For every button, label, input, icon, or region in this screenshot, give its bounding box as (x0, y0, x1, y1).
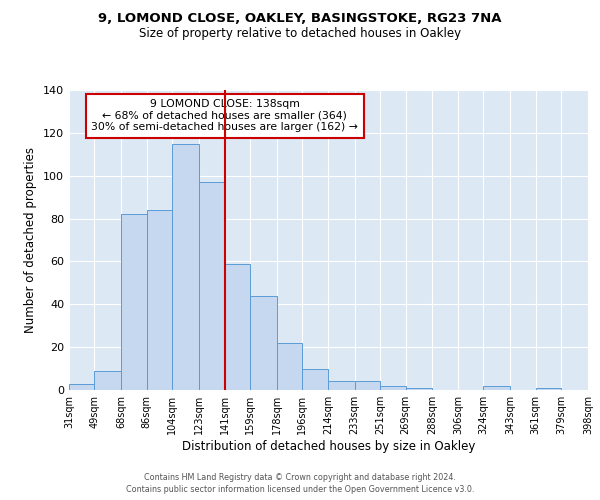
Y-axis label: Number of detached properties: Number of detached properties (25, 147, 37, 333)
Bar (224, 264, 250, 390)
Bar (121, 214, 147, 390)
Bar (147, 210, 172, 390)
Text: Contains public sector information licensed under the Open Government Licence v3: Contains public sector information licen… (126, 485, 474, 494)
Bar (328, 382, 355, 390)
Text: 9, LOMOND CLOSE, OAKLEY, BASINGSTOKE, RG23 7NA: 9, LOMOND CLOSE, OAKLEY, BASINGSTOKE, RG… (98, 12, 502, 26)
Text: Contains HM Land Registry data © Crown copyright and database right 2024.: Contains HM Land Registry data © Crown c… (144, 472, 456, 482)
X-axis label: Distribution of detached houses by size in Oakley: Distribution of detached houses by size … (182, 440, 475, 453)
Text: Size of property relative to detached houses in Oakley: Size of property relative to detached ho… (139, 28, 461, 40)
Text: 9 LOMOND CLOSE: 138sqm
← 68% of detached houses are smaller (364)
30% of semi-de: 9 LOMOND CLOSE: 138sqm ← 68% of detached… (91, 99, 358, 132)
Bar (406, 388, 433, 390)
Bar (69, 384, 94, 390)
Bar (250, 296, 277, 390)
Bar (536, 388, 561, 390)
Bar (380, 386, 406, 390)
Bar (94, 370, 121, 390)
Bar (588, 388, 600, 390)
Bar (172, 144, 199, 390)
Bar (302, 368, 328, 390)
Bar (199, 182, 224, 390)
Bar (277, 343, 302, 390)
Bar (484, 386, 510, 390)
Bar (355, 382, 380, 390)
